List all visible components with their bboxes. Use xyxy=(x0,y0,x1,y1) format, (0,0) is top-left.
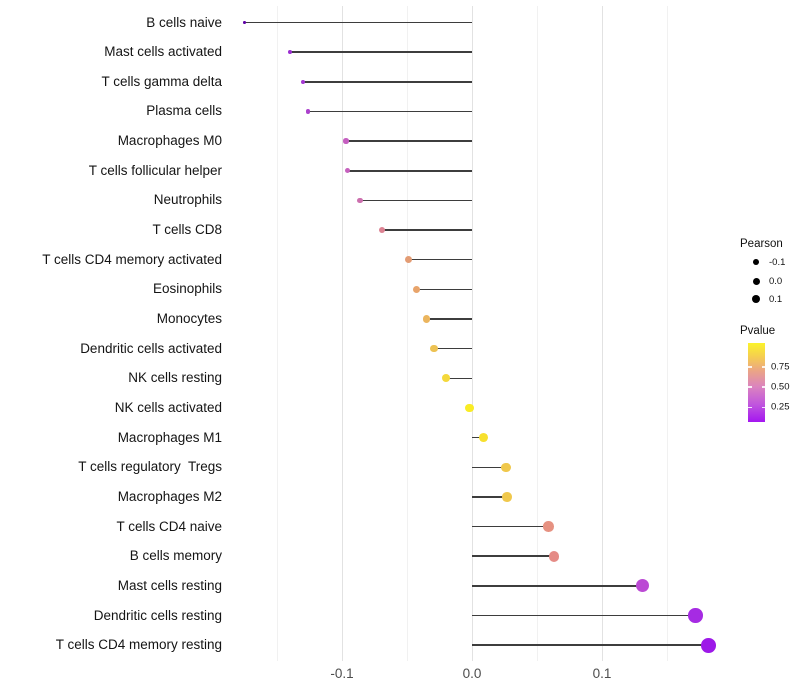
category-label: T cells regulatory Tregs xyxy=(78,459,222,475)
lollipop-segment xyxy=(472,436,484,439)
category-label: Macrophages M0 xyxy=(117,133,222,149)
lollipop-dot xyxy=(442,374,450,383)
lollipop-segment xyxy=(472,585,643,587)
size-legend-label: 0.1 xyxy=(769,294,783,305)
lollipop-dot xyxy=(501,462,511,472)
category-label: T cells follicular helper xyxy=(88,162,222,178)
lollipop-dot xyxy=(479,433,489,443)
lollipop-segment xyxy=(308,110,472,113)
lollipop-segment xyxy=(472,555,554,557)
lollipop-dot xyxy=(404,256,412,264)
major-gridline xyxy=(602,6,603,661)
lollipop-dot xyxy=(243,21,246,24)
lollipop-segment xyxy=(426,318,472,320)
category-label: T cells CD4 naive xyxy=(116,518,222,534)
category-label: Macrophages M1 xyxy=(117,429,222,445)
lollipop-dot xyxy=(502,492,512,502)
lollipop-segment xyxy=(472,496,508,498)
category-label: T cells gamma delta xyxy=(101,73,222,89)
category-label: NK cells activated xyxy=(114,399,222,415)
major-gridline xyxy=(472,6,473,661)
lollipop-segment xyxy=(244,21,472,24)
minor-gridline xyxy=(407,6,408,661)
category-label: Macrophages M2 xyxy=(117,488,222,504)
colorbar-tick-label: 0.25 xyxy=(771,401,790,413)
colorbar-tick-label: 0.75 xyxy=(771,361,790,373)
lollipop-dot xyxy=(357,197,364,204)
lollipop-dot xyxy=(343,138,349,144)
lollipop-segment xyxy=(472,525,549,528)
pvalue-colorbar xyxy=(748,343,765,422)
lollipop-segment xyxy=(472,614,696,617)
category-label: T cells CD4 memory activated xyxy=(42,251,222,267)
lollipop-dot xyxy=(543,521,554,532)
x-tick-label: 0.0 xyxy=(462,666,482,681)
lollipop-dot xyxy=(288,50,292,55)
lollipop-segment xyxy=(360,199,472,202)
lollipop-segment xyxy=(446,377,472,380)
category-label: Eosinophils xyxy=(152,281,222,297)
lollipop-segment xyxy=(290,51,472,53)
lollipop-dot xyxy=(300,79,306,84)
size-legend-dot xyxy=(751,294,761,304)
lollipop-segment xyxy=(408,258,472,261)
minor-gridline xyxy=(667,6,668,661)
lollipop-dot xyxy=(688,608,703,623)
category-label: Mast cells activated xyxy=(104,44,222,60)
category-label: Neutrophils xyxy=(153,192,222,208)
x-tick-label: -0.1 xyxy=(330,666,354,681)
category-label: Plasma cells xyxy=(146,103,222,119)
category-label: Mast cells resting xyxy=(117,577,222,593)
colorbar-tick xyxy=(761,386,765,388)
lollipop-dot xyxy=(422,315,431,323)
size-legend-label: -0.1 xyxy=(769,257,786,268)
lollipop-segment xyxy=(303,81,472,83)
lollipop-dot xyxy=(379,226,386,234)
lollipop-segment xyxy=(434,347,472,350)
lollipop-dot xyxy=(344,168,350,174)
lollipop-segment xyxy=(472,644,709,646)
size-legend-label: 0.0 xyxy=(769,276,783,287)
color-legend-title: Pvalue xyxy=(740,325,776,337)
category-label: T cells CD8 xyxy=(152,222,222,238)
category-label: NK cells resting xyxy=(128,370,222,386)
lollipop-dot xyxy=(701,637,716,653)
lollipop-segment xyxy=(382,229,472,231)
category-label: Monocytes xyxy=(156,311,222,326)
colorbar-tick xyxy=(748,386,752,388)
lollipop-segment xyxy=(472,466,506,468)
category-label: Dendritic cells activated xyxy=(80,340,222,356)
size-legend-dot xyxy=(752,277,760,285)
minor-gridline xyxy=(277,6,278,661)
colorbar-tick-label: 0.50 xyxy=(771,381,790,393)
lollipop-dot xyxy=(430,344,439,353)
category-label: Dendritic cells resting xyxy=(93,607,222,623)
lollipop-dot xyxy=(548,550,560,562)
category-label: B cells naive xyxy=(146,14,222,30)
colorbar-tick xyxy=(761,366,765,368)
x-tick-label: 0.1 xyxy=(592,666,612,681)
lollipop-segment xyxy=(345,140,472,142)
lollipop-segment xyxy=(416,288,472,291)
size-legend-dot xyxy=(753,259,759,265)
major-gridline xyxy=(342,6,343,661)
lollipop-segment xyxy=(347,170,472,172)
lollipop-dot xyxy=(306,109,311,114)
minor-gridline xyxy=(537,6,538,661)
size-legend-title: Pearson xyxy=(740,238,783,250)
lollipop-dot xyxy=(635,579,649,593)
colorbar-tick xyxy=(748,406,752,409)
category-label: B cells memory xyxy=(129,548,222,564)
colorbar-tick xyxy=(761,406,765,409)
lollipop-dot xyxy=(412,285,420,293)
category-label: T cells CD4 memory resting xyxy=(55,637,222,653)
colorbar-tick xyxy=(748,366,752,368)
lollipop-dot xyxy=(465,403,474,413)
